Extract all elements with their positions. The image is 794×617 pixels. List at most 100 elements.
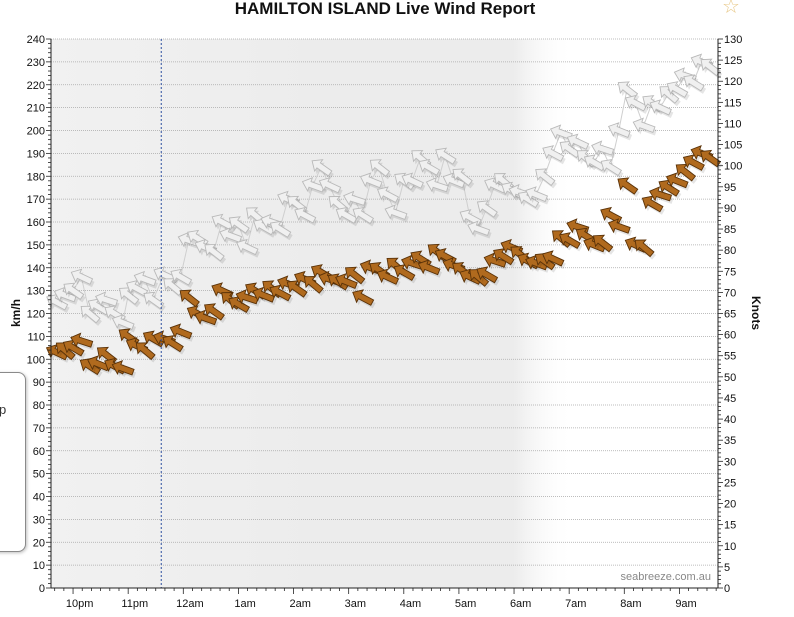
wind-gust-arrow — [384, 204, 408, 220]
x-tick-label: 2am — [289, 598, 310, 610]
wind-speed-arrow — [393, 264, 416, 282]
y-tick-label-right: 130 — [724, 34, 742, 46]
x-tick-label: 7am — [565, 598, 586, 610]
side-info-panel[interactable]: p — [0, 372, 26, 552]
wind-gust-arrow — [442, 172, 466, 189]
side-panel-glyph: p — [0, 402, 7, 417]
y-axis-label-left: km/h — [9, 299, 23, 327]
y-tick-label-left: 240 — [27, 34, 45, 46]
wind-gust-arrow — [476, 200, 498, 218]
x-tick-label: 6am — [510, 598, 531, 610]
x-tick-label: 1am — [234, 598, 255, 610]
wind-speed-arrow — [194, 309, 218, 326]
y-tick-label-right: 55 — [724, 351, 736, 363]
wind-speed-arrow — [235, 289, 259, 305]
x-tick-label: 5am — [455, 598, 476, 610]
chart-title: HAMILTON ISLAND Live Wind Report — [235, 0, 536, 18]
y-tick-label-left: 140 — [27, 263, 45, 275]
y-tick-label-left: 80 — [33, 400, 45, 412]
wind-gust-arrow — [359, 172, 383, 189]
y-tick-label-right: 75 — [724, 266, 736, 278]
y-tick-label-right: 20 — [724, 499, 736, 511]
wind-gust-arrow — [294, 206, 317, 224]
wind-speed-arrow — [592, 234, 614, 253]
wind-gust-arrow — [219, 227, 243, 243]
wind-speed-arrow — [417, 259, 441, 276]
y-tick-label-right: 35 — [724, 435, 736, 447]
wind-gust-arrow — [228, 216, 250, 234]
wind-speed-arrow — [169, 323, 193, 340]
y-tick-label-left: 10 — [33, 560, 45, 572]
y-tick-label-right: 50 — [724, 372, 736, 384]
y-tick-label-right: 45 — [724, 393, 736, 405]
y-tick-label-right: 60 — [724, 330, 736, 342]
y-tick-label-right: 5 — [724, 562, 730, 574]
y-tick-label-right: 125 — [724, 55, 742, 67]
wind-gust-arrow — [53, 286, 77, 303]
wind-speed-arrow — [542, 250, 565, 267]
gust-series — [46, 53, 723, 333]
y-tick-label-left: 110 — [27, 331, 45, 343]
wind-speed-arrow — [700, 149, 722, 168]
wind-gust-arrow — [632, 117, 656, 134]
wind-gust-arrow — [204, 243, 225, 262]
y-tick-label-right: 105 — [724, 140, 742, 152]
y-tick-label-left: 190 — [27, 148, 45, 160]
favourite-star-icon[interactable]: ☆ — [722, 0, 740, 18]
y-tick-label-right: 100 — [724, 161, 742, 173]
speed-series — [45, 145, 723, 378]
wind-speed-arrow — [634, 239, 655, 258]
x-tick-label: 12am — [176, 598, 204, 610]
y-tick-label-right: 10 — [724, 541, 736, 553]
wind-speed-arrow — [559, 232, 581, 250]
x-tick-label: 4am — [400, 598, 421, 610]
y-tick-label-right: 70 — [724, 287, 736, 299]
x-tick-label: 3am — [345, 598, 366, 610]
y-tick-label-left: 70 — [33, 423, 45, 435]
wind-gust-arrow — [133, 270, 157, 287]
wind-gust-arrow — [591, 140, 615, 156]
wind-speed-arrow — [483, 252, 507, 268]
y-tick-label-left: 230 — [27, 57, 45, 69]
wind-speed-arrow — [665, 172, 689, 189]
wind-gust-arrow — [435, 147, 457, 165]
wind-speed-arrow — [648, 186, 673, 202]
wind-speed-arrow — [344, 266, 366, 285]
y-tick-label-left: 210 — [27, 103, 45, 115]
y-tick-label-left: 180 — [27, 171, 45, 183]
wind-speed-arrow — [476, 266, 499, 284]
y-tick-label-right: 30 — [724, 456, 736, 468]
wind-speed-arrow — [204, 303, 225, 321]
y-tick-label-right: 90 — [724, 203, 736, 215]
wind-gust-arrow — [376, 186, 400, 204]
wind-speed-arrow — [70, 332, 94, 348]
y-tick-label-left: 170 — [27, 194, 45, 206]
y-tick-label-right: 15 — [724, 520, 736, 532]
y-tick-label-right: 115 — [724, 97, 742, 109]
wind-speed-arrow — [352, 289, 375, 306]
wind-gust-arrow — [467, 220, 491, 237]
y-tick-label-left: 130 — [27, 286, 45, 298]
y-tick-label-left: 50 — [33, 469, 45, 481]
y-tick-label-left: 20 — [33, 537, 45, 549]
night-shade — [51, 39, 515, 588]
y-tick-label-left: 200 — [27, 126, 45, 138]
y-tick-label-right: 0 — [724, 583, 730, 595]
wind-gust-arrow — [542, 145, 565, 162]
wind-gust-arrow — [269, 220, 292, 238]
wind-speed-arrow — [617, 177, 639, 195]
x-tick-label: 11pm — [121, 598, 148, 610]
wind-gust-arrow — [525, 186, 549, 203]
wind-speed-arrow — [252, 286, 276, 303]
wind-gust-arrow — [111, 314, 135, 331]
y-tick-label-left: 0 — [39, 583, 45, 595]
wind-gust-arrow — [335, 206, 358, 224]
y-tick-label-left: 220 — [27, 80, 45, 92]
wind-gust-arrow — [318, 177, 342, 194]
y-tick-label-right: 25 — [724, 477, 736, 489]
wind-gust-arrow — [425, 177, 449, 193]
y-tick-label-left: 150 — [27, 240, 45, 252]
y-tick-label-right: 65 — [724, 309, 736, 321]
wind-speed-arrow — [269, 284, 292, 302]
